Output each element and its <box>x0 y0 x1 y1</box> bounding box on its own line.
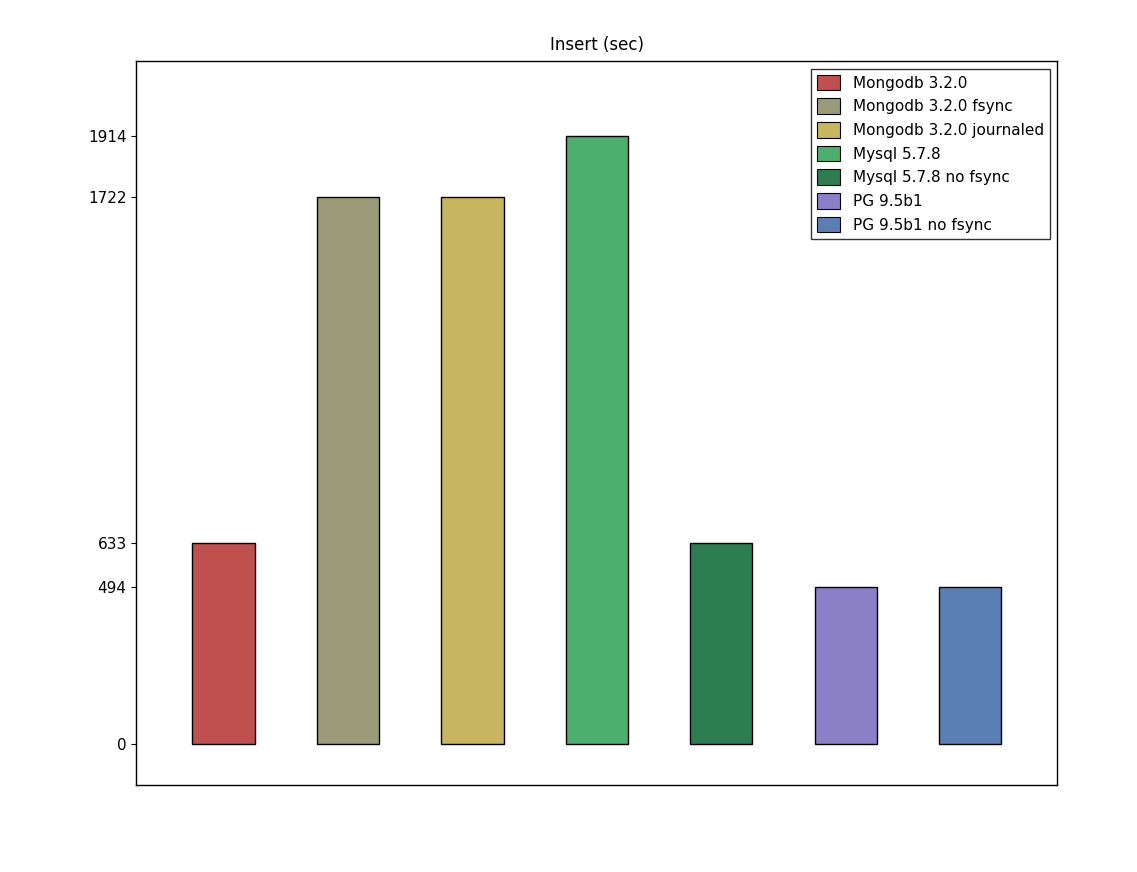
Bar <box>815 587 877 744</box>
Title: Insert (sec): Insert (sec) <box>550 36 644 54</box>
Bar <box>690 542 753 744</box>
Legend: Mongodb 3.2.0, Mongodb 3.2.0 fsync, Mongodb 3.2.0 journaled, Mysql 5.7.8, Mysql : Mongodb 3.2.0, Mongodb 3.2.0 fsync, Mong… <box>812 69 1049 239</box>
Bar <box>317 197 379 744</box>
Bar <box>192 542 255 744</box>
Bar <box>441 197 504 744</box>
Bar <box>566 136 628 744</box>
Bar <box>939 587 1002 744</box>
